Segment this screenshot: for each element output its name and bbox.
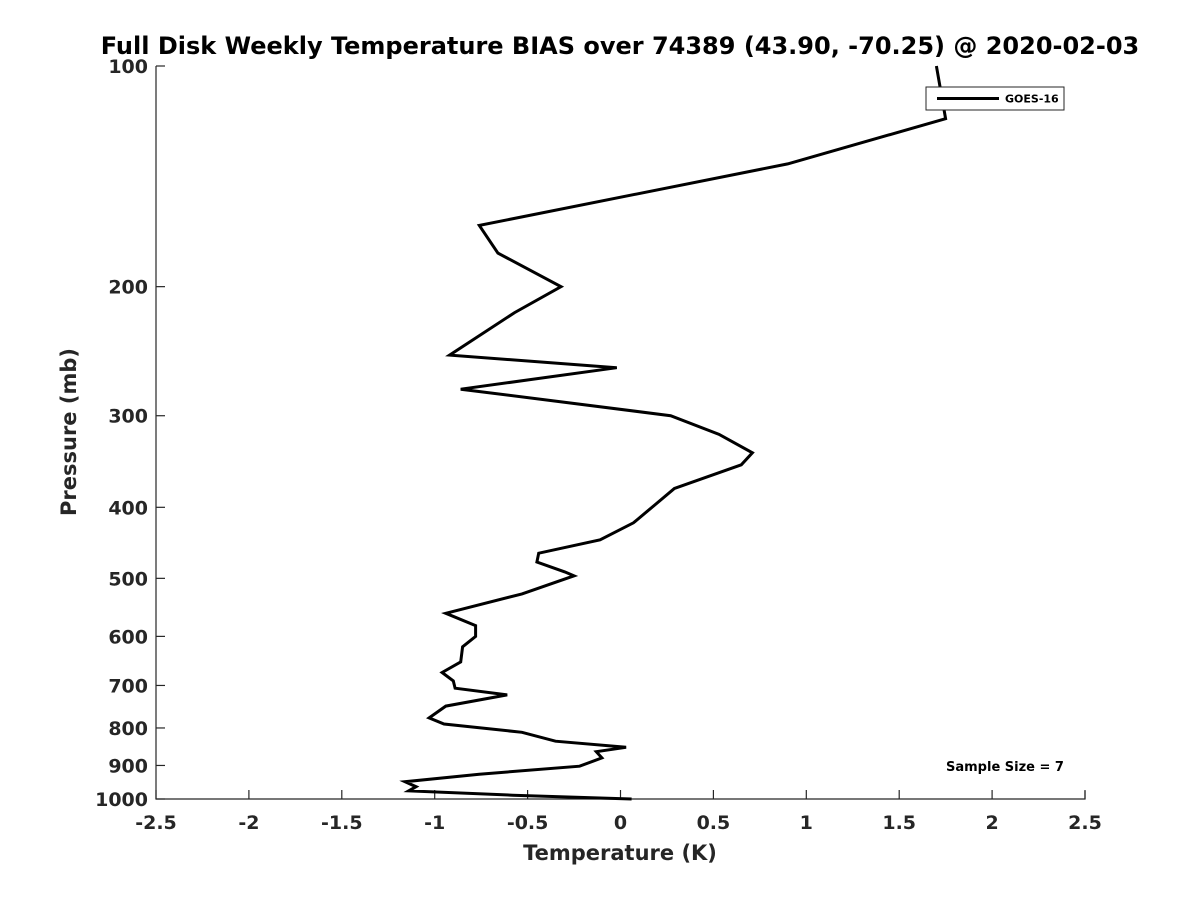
x-tick-label: -2.5 [135, 812, 177, 834]
y-tick-label: 200 [108, 277, 148, 299]
series-line-goes-16 [399, 65, 948, 801]
y-tick-label: 400 [108, 497, 148, 519]
sample-size-annotation: Sample Size = 7 [946, 760, 1064, 775]
series-group [399, 65, 948, 801]
legend: GOES-16 [925, 86, 1065, 111]
y-tick-label: 300 [108, 406, 148, 428]
x-axis: -2.5 -2 -1.5 -1 -0.5 0 0.5 1 1.5 2 2.5 [135, 790, 1102, 834]
y-axis: 100 200 300 400 500 600 700 800 900 1000 [95, 56, 165, 811]
x-tick-label: 2.5 [1068, 812, 1102, 834]
y-tick-label: 100 [108, 56, 148, 78]
x-tick-label: 2 [985, 812, 998, 834]
y-tick-label: 700 [108, 675, 148, 697]
y-tick-label: 900 [108, 755, 148, 777]
legend-label-goes-16: GOES-16 [1005, 93, 1059, 106]
x-tick-label: 0.5 [697, 812, 731, 834]
y-tick-label: 1000 [95, 789, 148, 811]
x-tick-label: -1 [424, 812, 445, 834]
x-tick-label: -2 [238, 812, 259, 834]
plot-area [156, 66, 1085, 799]
y-tick-label: 800 [108, 718, 148, 740]
x-tick-label: 1.5 [882, 812, 916, 834]
y-axis-label: Pressure (mb) [57, 348, 81, 516]
y-tick-label: 600 [108, 626, 148, 648]
x-tick-label: 1 [800, 812, 813, 834]
x-tick-label: -1.5 [321, 812, 363, 834]
chart-title: Full Disk Weekly Temperature BIAS over 7… [101, 32, 1140, 60]
x-axis-label: Temperature (K) [523, 841, 717, 865]
x-tick-label: -0.5 [507, 812, 549, 834]
x-tick-label: 0 [614, 812, 627, 834]
y-tick-label: 500 [108, 568, 148, 590]
